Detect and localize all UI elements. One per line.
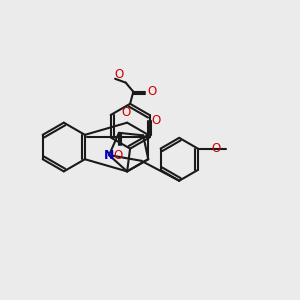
Text: O: O — [212, 142, 221, 155]
Text: O: O — [151, 114, 160, 128]
Text: N: N — [104, 148, 114, 162]
Text: O: O — [121, 106, 130, 119]
Text: O: O — [113, 149, 122, 162]
Text: O: O — [147, 85, 156, 98]
Text: O: O — [114, 68, 123, 81]
